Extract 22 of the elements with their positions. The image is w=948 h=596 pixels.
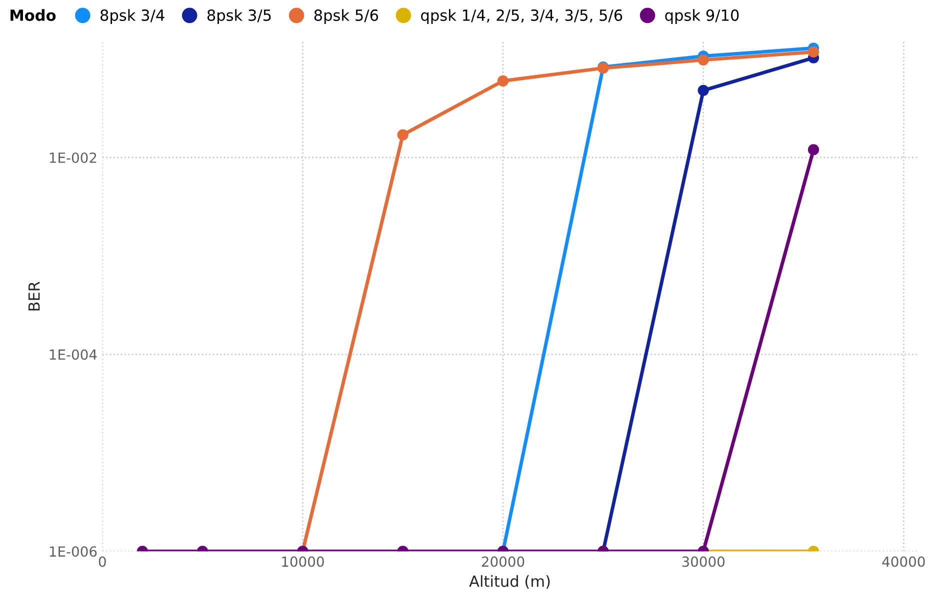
x-tick-label: 30000 [682, 556, 724, 567]
y-axis-title: BER [28, 282, 40, 310]
point [497, 75, 509, 86]
y-tick-label: 1E-002 [50, 152, 96, 163]
x-tick-label: 20000 [482, 556, 524, 567]
point [808, 46, 820, 58]
point [698, 54, 709, 66]
x-tick-label: 0 [98, 556, 106, 567]
legend-label: 8psk 3/4 [100, 9, 164, 24]
legend-label: 8psk 5/6 [314, 9, 378, 24]
x-axis-title: Altitud (m) [469, 575, 550, 589]
y-tick-label: 1E-006 [50, 546, 97, 557]
legend-label: 8psk 3/5 [207, 9, 271, 24]
point [397, 129, 408, 140]
x-tick-label: 10000 [282, 556, 324, 567]
legend-label: qpsk 1/4, 2/5, 3/4, 3/5, 5/6 [421, 9, 622, 24]
y-tick-label: 1E-004 [50, 349, 97, 360]
point [698, 84, 709, 96]
legend-label: qpsk 9/10 [665, 9, 739, 24]
x-tick-label: 40000 [882, 556, 925, 567]
legend-title: Modo [10, 9, 56, 21]
point [808, 144, 820, 156]
